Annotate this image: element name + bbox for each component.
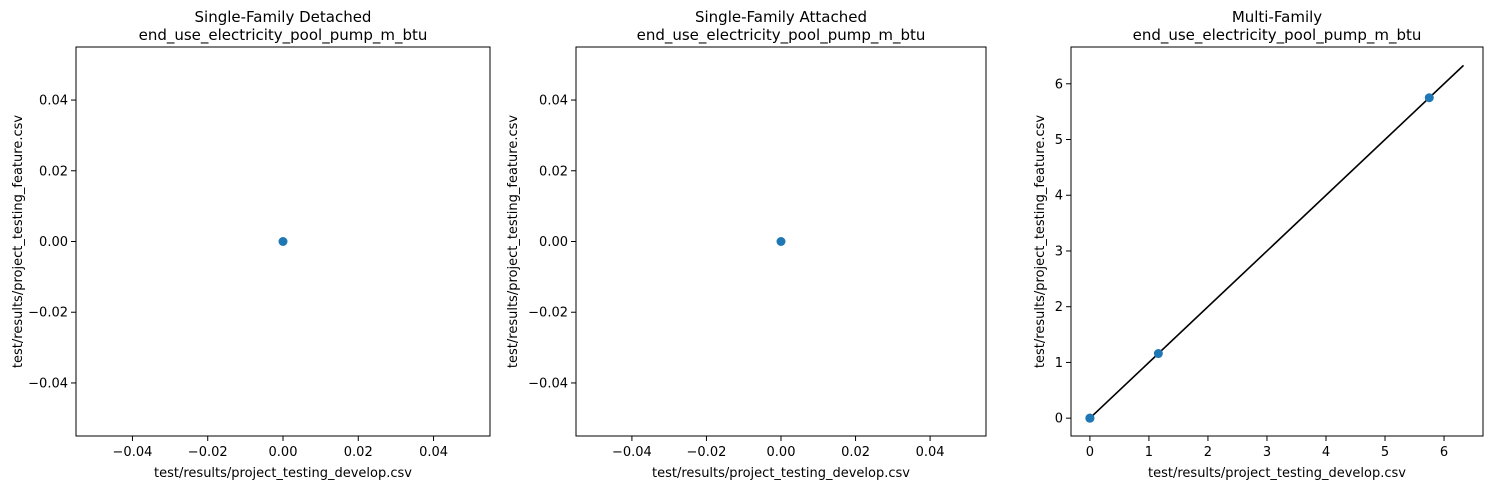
- x-tick-label: 5: [1381, 445, 1389, 460]
- axes-frame: [1070, 46, 1484, 437]
- y-tick-label: 0.02: [39, 164, 68, 179]
- x-tick-label: 6: [1440, 445, 1448, 460]
- subplot-subtitle: end_use_electricity_pool_pump_m_btu: [1133, 26, 1422, 45]
- y-tick-label: 4: [1055, 189, 1063, 204]
- subplot-title: Single-Family Attached: [695, 8, 867, 26]
- y-tick-label: −0.02: [28, 306, 68, 321]
- data-point: [1085, 413, 1095, 423]
- y-tick-label: 0.02: [539, 164, 568, 179]
- x-tick-label: 4: [1322, 445, 1330, 460]
- y-axis-label: test/results/project_testing_feature.csv: [1033, 115, 1048, 368]
- x-tick-label: 0.04: [419, 445, 448, 460]
- x-tick-label: 2: [1204, 445, 1212, 460]
- x-tick-label: 0.04: [916, 445, 945, 460]
- subplot-single-family-detached: Single-Family Detached end_use_electrici…: [11, 8, 491, 481]
- x-tick-label: 0.02: [344, 445, 373, 460]
- subplot-title: Multi-Family: [1232, 8, 1322, 26]
- x-axis-label: test/results/project_testing_develop.csv: [652, 466, 910, 481]
- y-tick-label: 0.00: [39, 235, 68, 250]
- x-tick-label: −0.02: [188, 445, 228, 460]
- data-point: [1424, 93, 1434, 103]
- x-tick-label: −0.02: [687, 445, 727, 460]
- y-axis-label: test/results/project_testing_feature.csv: [506, 115, 521, 368]
- subplot-subtitle: end_use_electricity_pool_pump_m_btu: [637, 26, 926, 45]
- x-tick-label: 0: [1086, 445, 1094, 460]
- x-tick-label: −0.04: [612, 445, 652, 460]
- y-tick-label: 3: [1055, 244, 1063, 259]
- x-axis-label: test/results/project_testing_develop.csv: [1148, 466, 1406, 481]
- y-tick-label: 0.04: [39, 94, 68, 109]
- y-tick-label: 5: [1055, 133, 1063, 148]
- x-axis-label: test/results/project_testing_develop.csv: [154, 466, 412, 481]
- subplot-subtitle: end_use_electricity_pool_pump_m_btu: [139, 26, 428, 45]
- y-tick-label: 1: [1055, 356, 1063, 371]
- y-tick-label: 6: [1055, 77, 1063, 92]
- x-tick-label: 1: [1145, 445, 1153, 460]
- data-point: [278, 237, 288, 246]
- x-tick-label: 0.02: [841, 445, 870, 460]
- y-tick-label: 0: [1055, 412, 1063, 427]
- y-tick-label: 0.04: [539, 94, 568, 109]
- x-tick-label: 0.00: [767, 445, 796, 460]
- y-tick-label: 2: [1055, 300, 1063, 315]
- data-point: [776, 237, 786, 246]
- subplot-single-family-attached: Single-Family Attached end_use_electrici…: [506, 8, 987, 481]
- subplot-multi-family: Multi-Family end_use_electricity_pool_pu…: [1033, 8, 1484, 481]
- data-point: [1153, 349, 1163, 359]
- y-tick-label: 0.00: [539, 235, 568, 250]
- y-tick-label: −0.04: [528, 376, 568, 391]
- x-tick-label: 3: [1263, 445, 1271, 460]
- y-axis-label: test/results/project_testing_feature.csv: [11, 115, 26, 368]
- reference-line: [1089, 64, 1465, 419]
- x-tick-label: −0.04: [113, 445, 153, 460]
- subplot-title: Single-Family Detached: [195, 8, 372, 26]
- y-tick-label: −0.04: [28, 376, 68, 391]
- y-tick-label: −0.02: [528, 306, 568, 321]
- x-tick-label: 0.00: [269, 445, 298, 460]
